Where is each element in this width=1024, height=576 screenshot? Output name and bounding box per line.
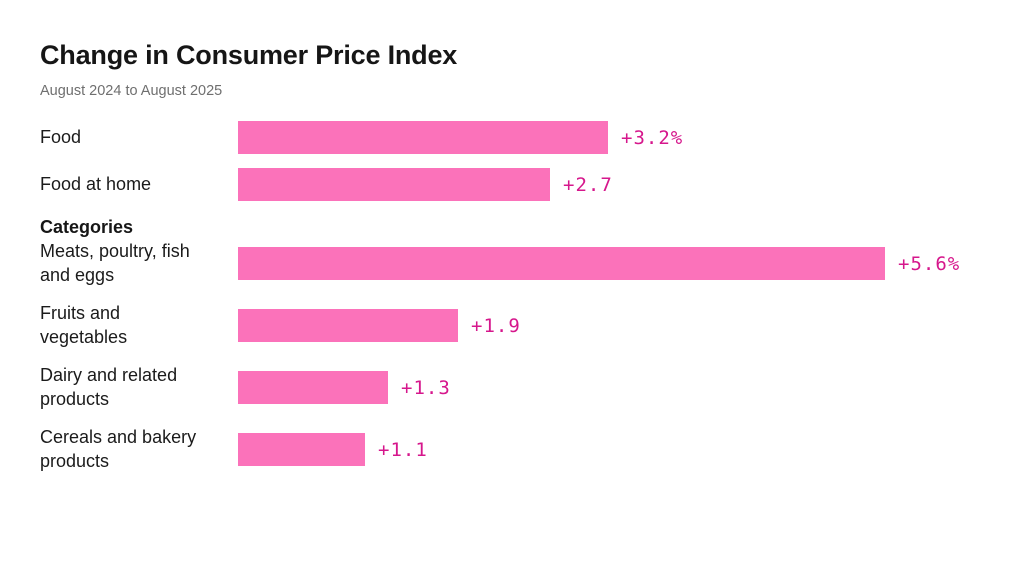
value-label-dairy-products: +1.3 (401, 376, 451, 399)
value-label-food-at-home: +2.7 (563, 173, 613, 196)
value-label-food: +3.2% (621, 126, 684, 149)
bar-label-meats-poultry-fish-eggs: Meats, poultry, fish and eggs (40, 241, 190, 285)
bar-food-at-home (238, 168, 550, 201)
bar-label-fruits-vegetables: Fruits and vegetables (40, 302, 128, 347)
bar-meats-poultry-fish-eggs (238, 247, 885, 281)
bar-row-dairy-products: Dairy and related products +1.3 (40, 364, 984, 412)
bar-dairy-products (238, 371, 388, 405)
value-label-fruits-vegetables: +1.9 (471, 314, 521, 337)
value-label-meats-poultry-fish-eggs: +5.6% (898, 252, 961, 275)
bar-row-cereals-bakery-products: Cereals and bakery products +1.1 (40, 426, 984, 474)
bar-area-food-at-home: +2.7 (238, 168, 613, 201)
bar-label-food: Food (40, 126, 82, 147)
chart-subtitle: August 2024 to August 2025 (40, 83, 223, 99)
bar-label-dairy-products: Dairy and related products (40, 364, 178, 409)
bar-row-meats-poultry-fish-eggs: Meats, poultry, fish and eggs +5.6% (40, 240, 984, 288)
bar-food (238, 121, 608, 154)
bar-fruits-vegetables (238, 309, 458, 343)
bar-area-dairy-products: +1.3 (238, 371, 451, 405)
bar-label-food-at-home: Food at home (40, 173, 152, 194)
bar-row-food-at-home: Food at home +2.7 (40, 168, 984, 201)
bar-label-cereals-bakery-products: Cereals and bakery products (40, 426, 197, 471)
bar-row-food: Food +3.2% (40, 121, 984, 154)
chart-title: Change in Consumer Price Index (40, 40, 458, 70)
bar-cereals-bakery-products (238, 433, 365, 467)
section-label-categories: Categories (40, 217, 134, 237)
value-label-cereals-bakery-products: +1.1 (378, 438, 428, 461)
chart-wrapper: Change in Consumer Price Index August 20… (40, 40, 984, 474)
bar-area-fruits-vegetables: +1.9 (238, 309, 521, 343)
bar-area-food: +3.2% (238, 121, 683, 154)
bar-area-meats-poultry-fish-eggs: +5.6% (238, 247, 961, 281)
bar-row-fruits-vegetables: Fruits and vegetables +1.9 (40, 302, 984, 350)
bar-area-cereals-bakery-products: +1.1 (238, 433, 428, 467)
